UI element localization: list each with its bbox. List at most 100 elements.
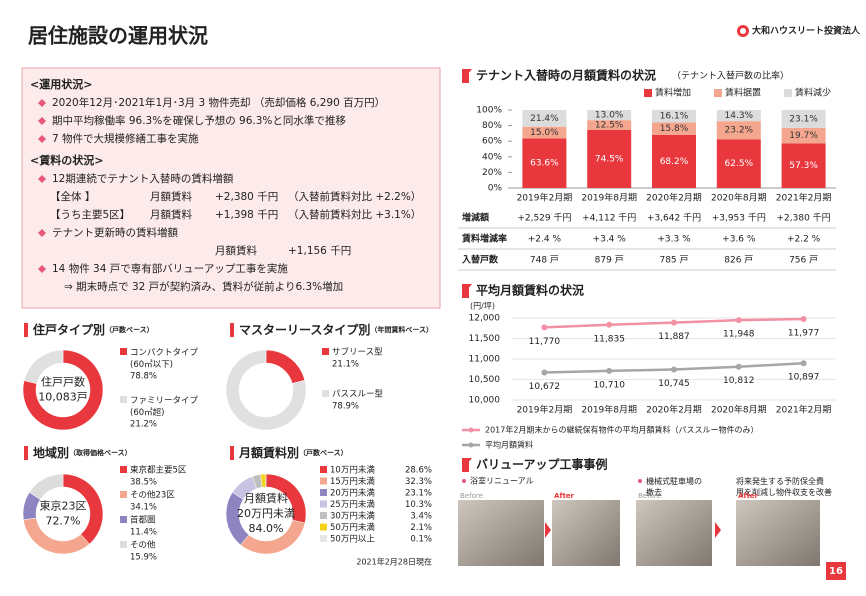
summary-cell: 【全体 】 [50,190,95,203]
table-cell: +3.4 % [593,235,627,245]
value-label: 32.3% [405,477,432,487]
legend-label: 賃料減少 [795,87,831,99]
legend-label: 首都圏 [130,515,156,526]
section-icon [230,323,234,337]
text-line: 用を削減し物件収支を改善 [736,487,832,497]
chart-title: マスターリースタイプ別（年間賃料ベース） [239,322,433,337]
point [541,324,548,331]
chart-subtitle: （テナント入替戸数の比率） [672,70,789,82]
page-number: 16 [829,566,843,577]
bar-segment [716,121,761,140]
y-tick-label: 100% [476,106,502,116]
section-icon [230,446,234,460]
value-label: 11,770 [529,337,561,347]
value-label: 13.0% [595,111,624,121]
text-line: 撤去 [646,487,662,497]
legend-swatch [320,477,327,485]
table-cell: 879 戸 [595,255,624,266]
summary-item: 2020年12月･2021年1月･3月 3 物件売却 （売却価格 6,290 百… [52,96,385,109]
value-label: 0.1% [410,535,432,545]
photo-label: Before [638,492,661,500]
section-icon [24,446,28,460]
item-label: 機械式駐車場の撤去 [646,476,702,497]
value-label: 62.5% [725,159,754,169]
value-label: 21.1% [332,360,359,370]
value-label: 3.4% [410,512,432,522]
table-cell: +2.2 % [787,235,821,245]
x-tick-label: 2019年8月期 [581,404,637,416]
legend-swatch [320,489,327,496]
bar-segment [652,122,696,135]
logo-inner [740,28,746,34]
summary-item: 12期連続でテナント入替時の賃料増額 [52,172,234,185]
legend-label: 賃料増加 [655,87,691,99]
table-cell: +3.6 % [722,235,756,245]
center-label: 72.7% [46,515,81,528]
legend-swatch [320,535,327,542]
photo [636,500,712,566]
chart-title: テナント入替時の月額賃料の状況 [476,68,656,83]
x-tick-label: 2019年8月期 [581,192,637,204]
legend-label: 賃料据置 [725,87,761,99]
photo-label: After [738,492,759,500]
bullet [38,229,46,237]
value-label: 11.4% [130,528,157,538]
y-tick-label: 12,000 [469,314,501,324]
legend-marker [468,427,474,433]
legend-swatch [120,396,127,403]
table-cell: +4,112 千円 [582,213,636,224]
x-tick-label: 2019年2月期 [517,404,573,416]
summary-box [21,67,441,309]
chart-title-main: 住戸タイプ別 [32,322,105,337]
bar-segment [652,109,696,123]
value-label: 10,897 [788,373,820,383]
summary-item: 7 物件で大規模修繕工事を実施 [52,132,199,145]
section-icon [24,323,28,337]
value-label: 11,948 [723,330,755,340]
center-label: 20万円未満 [237,507,295,520]
value-label: 21.2% [130,420,157,430]
arrow [715,522,721,538]
x-tick-label: 2021年2月期 [776,192,832,204]
value-label: 11,977 [788,328,820,338]
legend-label: 25万円未満 [330,499,375,510]
point [606,367,613,374]
bar-segment [522,138,567,188]
value-label: 12.5% [595,121,624,131]
y-tick-label: 40% [482,152,502,162]
y-tick-label: 10,000 [469,396,501,406]
bar-segment [522,110,567,127]
pie-segment [28,473,64,500]
chart-title-main: 月額賃料別 [238,445,299,460]
value-label: 78.9% [332,402,359,412]
value-label: 21.4% [530,114,559,124]
table-cell: +2,529 千円 [517,213,571,224]
legend-swatch [714,89,722,97]
value-label: 28.6% [405,466,432,476]
bullet [38,175,46,183]
legend-swatch [120,466,127,473]
point [800,360,807,367]
page-title: 居住施設の運用状況 [28,24,208,48]
table-cell: 826 戸 [724,255,753,266]
y-tick-label: 20% [482,168,502,178]
table-row-label: 賃料増減率 [461,233,507,245]
value-label: 10,672 [529,382,561,392]
point [606,321,613,328]
text-line: ファミリータイプ [130,396,199,406]
chart-title-main: マスターリースタイプ別 [239,322,370,337]
y-tick-label: 60% [482,137,502,147]
legend-swatch [120,516,127,523]
value-label: 16.1% [660,112,689,122]
legend-swatch [120,491,127,498]
legend-swatch [322,348,329,355]
legend-label: 50万円未満 [330,522,375,533]
legend-label: 20万円未満 [330,488,375,499]
table-cell: +3,953 千円 [712,213,766,224]
legend-label: 50万円以上 [330,535,375,545]
arrow [545,522,551,538]
summary-heading: <賃料の状況> [30,153,103,167]
y-tick-label: 10,500 [469,375,501,385]
value-label: 23.1% [789,114,818,124]
photo [736,500,820,566]
